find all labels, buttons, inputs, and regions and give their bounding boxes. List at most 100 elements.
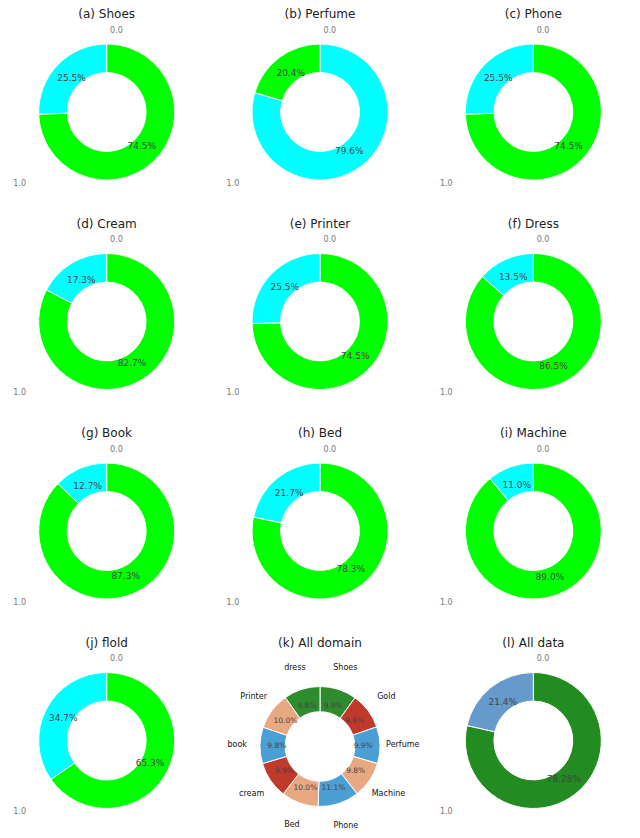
chart-title: (g) Book bbox=[81, 426, 132, 440]
data-label: 9.8% bbox=[345, 716, 364, 725]
annotation: 0.0 bbox=[537, 235, 550, 244]
annotation: 1.0 bbox=[440, 807, 453, 816]
donut-chart: (e) Printer 74.5% 25.5% 0.0 1.0 bbox=[227, 217, 388, 398]
segment-label: Gold bbox=[377, 692, 395, 701]
annotation: 0.0 bbox=[537, 654, 550, 663]
annotation: 0.0 bbox=[537, 445, 550, 454]
chart-title: (l) All data bbox=[502, 636, 564, 650]
data-label: 9.8% bbox=[346, 766, 365, 775]
data-label: 78.3% bbox=[337, 564, 366, 574]
donut-slice bbox=[252, 254, 320, 324]
annotation: 0.0 bbox=[323, 235, 336, 244]
segment-label: Perfume bbox=[386, 740, 419, 749]
annotation: 0.0 bbox=[323, 26, 336, 35]
data-label: 74.5% bbox=[128, 141, 157, 151]
segment-label: Printer bbox=[240, 692, 267, 701]
donut-slice bbox=[39, 44, 107, 114]
donut-slice bbox=[285, 687, 320, 719]
data-label: 9.9% bbox=[354, 741, 373, 750]
data-label: 86.5% bbox=[539, 361, 568, 371]
chart-title: (c) Phone bbox=[505, 7, 562, 21]
data-label: 74.5% bbox=[341, 351, 370, 361]
annotation: 1.0 bbox=[13, 179, 26, 188]
donut-slice bbox=[465, 673, 601, 809]
annotation: 1.0 bbox=[440, 388, 453, 397]
data-label: 10.0% bbox=[273, 716, 297, 725]
annotation: 0.0 bbox=[323, 445, 336, 454]
data-label: 78.28% bbox=[547, 774, 582, 784]
annotation: 1.0 bbox=[440, 179, 453, 188]
segment-label: Bed bbox=[284, 820, 300, 829]
annotation: 0.0 bbox=[110, 235, 123, 244]
donut-slice bbox=[465, 254, 601, 390]
donut-chart: (h) Bed 78.3% 21.7% 0.0 1.0 bbox=[227, 426, 388, 607]
segment-label: Phone bbox=[333, 821, 358, 830]
annotation: 1.0 bbox=[13, 807, 26, 816]
donut-slice bbox=[318, 774, 357, 807]
donut-chart: (l) All data 78.28% 21.4% 0.0 1.0 bbox=[440, 636, 601, 817]
donut-chart: (b) Perfume79.6%20.4%0.01.0 bbox=[227, 7, 388, 188]
data-label: 21.4% bbox=[488, 697, 517, 707]
donut-chart: (i) Machine 89.0% 11.0% 0.0 1.0 bbox=[440, 426, 601, 607]
donut-slice bbox=[39, 254, 175, 390]
data-label: 12.7% bbox=[73, 481, 102, 491]
chart-title: (i) Machine bbox=[500, 426, 567, 440]
donut-slice bbox=[465, 44, 533, 114]
segment-label: book bbox=[227, 740, 247, 749]
data-label: 74.5% bbox=[554, 141, 583, 151]
donut-slice bbox=[465, 44, 601, 180]
donut-slice bbox=[253, 463, 320, 523]
figure: (a) Shoes74.5%25.5%0.01.0(b) Perfume79.6… bbox=[0, 0, 640, 838]
chart-title: (h) Bed bbox=[298, 426, 342, 440]
annotation: 1.0 bbox=[440, 598, 453, 607]
data-label: 25.5% bbox=[271, 282, 300, 292]
data-label: 20.4% bbox=[276, 68, 305, 78]
data-label: 89.0% bbox=[536, 572, 565, 582]
data-label: 65.3% bbox=[136, 758, 165, 768]
donut-slice bbox=[58, 463, 107, 503]
segment-label: Shoes bbox=[333, 663, 357, 672]
donut-slice bbox=[467, 673, 533, 732]
donut-chart: (g) Book 87.3% 12.7% 0.0 1.0 bbox=[13, 426, 174, 607]
donut-slice bbox=[39, 673, 107, 780]
annotation: 1.0 bbox=[227, 598, 240, 607]
chart-title: (a) Shoes bbox=[78, 7, 135, 21]
chart-title: (f) Dress bbox=[508, 217, 559, 231]
donut-slice bbox=[255, 44, 320, 101]
donut-chart: (c) Phone 74.5% 25.5% 0.0 1.0 bbox=[440, 7, 601, 188]
chart-title: (d) Cream bbox=[77, 217, 137, 231]
donut-slice bbox=[252, 254, 388, 390]
annotation: 0.0 bbox=[110, 445, 123, 454]
donut-chart: (a) Shoes74.5%25.5%0.01.0 bbox=[13, 7, 174, 188]
data-label: 21.7% bbox=[275, 488, 304, 498]
data-label: 9.8% bbox=[297, 701, 316, 710]
data-label: 10.0% bbox=[293, 783, 317, 792]
donut-slice bbox=[465, 463, 601, 599]
segment-label: dress bbox=[284, 663, 305, 672]
annotation: 0.0 bbox=[110, 654, 123, 663]
data-label: 25.5% bbox=[484, 73, 513, 83]
segment-label: cream bbox=[239, 789, 264, 798]
data-label: 11.0% bbox=[502, 480, 531, 490]
donut-slice bbox=[252, 44, 388, 180]
annotation: 1.0 bbox=[13, 598, 26, 607]
chart-title: (e) Printer bbox=[290, 217, 351, 231]
data-label: 87.3% bbox=[111, 571, 140, 581]
donut-chart: (f) Dress 86.5% 13.5% 0.0 1.0 bbox=[440, 217, 601, 398]
annotation: 0.0 bbox=[537, 26, 550, 35]
data-label: 17.3% bbox=[67, 275, 96, 285]
donut-chart: (k) All domain9.9%9.8%9.9%9.8%11.1%10.0%… bbox=[227, 636, 419, 830]
annotation: 1.0 bbox=[227, 179, 240, 188]
donut-slice bbox=[252, 463, 388, 599]
donut-slice bbox=[39, 44, 175, 180]
annotation: 1.0 bbox=[13, 388, 26, 397]
annotation: 1.0 bbox=[227, 388, 240, 397]
data-label: 9.9% bbox=[324, 701, 343, 710]
chart-title: (b) Perfume bbox=[285, 7, 356, 21]
donut-chart: (j) flold65.3%34.7%0.01.0 bbox=[13, 636, 174, 817]
data-label: 25.5% bbox=[57, 73, 86, 83]
data-label: 13.5% bbox=[499, 272, 528, 282]
segment-label: Machine bbox=[372, 789, 406, 798]
donut-slice bbox=[39, 463, 175, 599]
donut-slice bbox=[482, 254, 533, 296]
